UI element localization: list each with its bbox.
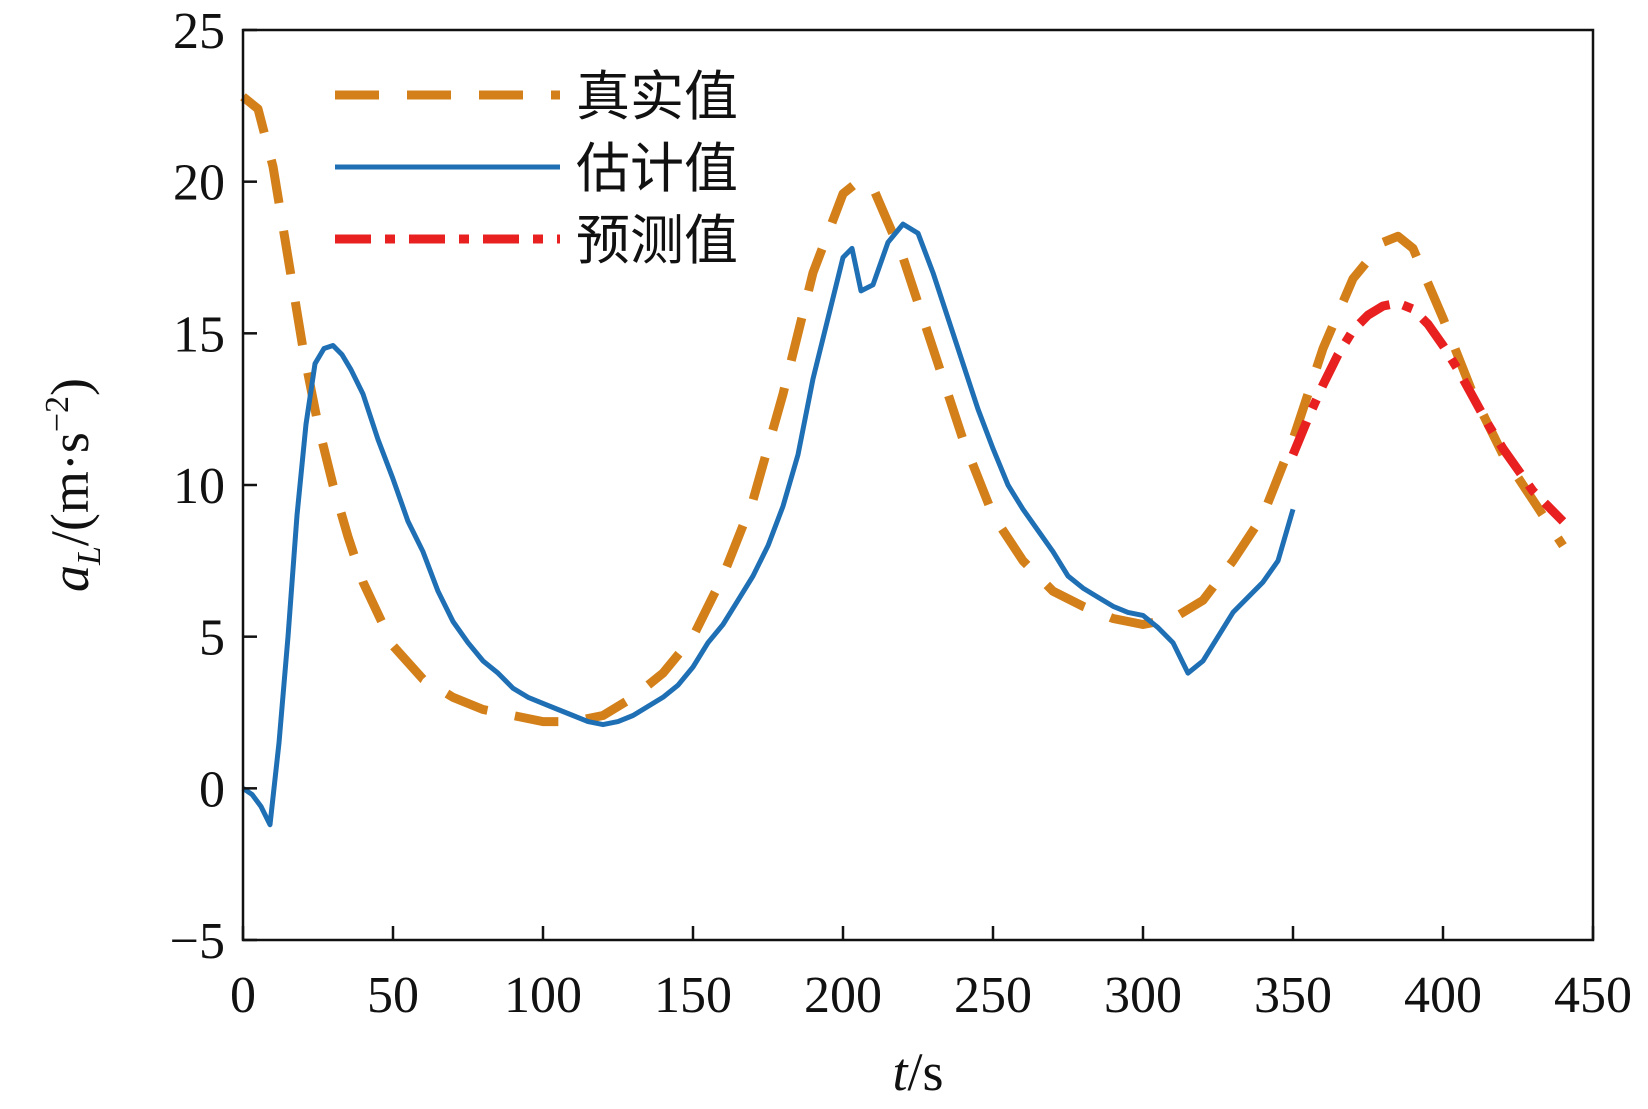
x-tick-label: 200 bbox=[804, 967, 882, 1024]
x-tick-label: 450 bbox=[1554, 967, 1632, 1024]
series-layer bbox=[240, 93, 1567, 828]
x-axis-var: t bbox=[892, 1042, 909, 1102]
series-line-2 bbox=[1288, 298, 1567, 525]
x-tick-label: 0 bbox=[230, 967, 256, 1024]
y-tick-label: 10 bbox=[173, 458, 225, 515]
series-line-0 bbox=[240, 93, 1567, 727]
y-axis-unit-suffix: ) bbox=[40, 378, 100, 396]
legend-label-2: 预测值 bbox=[576, 209, 738, 272]
x-tick-label: 400 bbox=[1404, 967, 1482, 1024]
y-tick-label: 25 bbox=[173, 3, 225, 60]
x-tick-label: 250 bbox=[954, 967, 1032, 1024]
x-tick-label: 300 bbox=[1104, 967, 1182, 1024]
x-axis-unit: /s bbox=[907, 1042, 943, 1102]
y-tick-label: 15 bbox=[173, 306, 225, 363]
legend-label-0: 真实值 bbox=[576, 65, 738, 128]
x-tick-label: 50 bbox=[367, 967, 419, 1024]
x-axis-label: t/s bbox=[892, 1042, 943, 1102]
x-tick-label: 100 bbox=[504, 967, 582, 1024]
y-tick-label: 5 bbox=[199, 610, 225, 667]
y-axis-unit-prefix: /(m·s bbox=[40, 432, 100, 546]
y-axis-var: a bbox=[40, 565, 100, 592]
y-tick-label: −5 bbox=[170, 913, 225, 970]
y-axis-sub: L bbox=[71, 546, 108, 566]
legend-label-1: 估计值 bbox=[576, 137, 738, 200]
x-tick-label: 350 bbox=[1254, 967, 1332, 1024]
y-tick-label: 20 bbox=[173, 155, 225, 212]
x-tick-label: 150 bbox=[654, 967, 732, 1024]
y-axis-unit-sup: −2 bbox=[39, 396, 76, 432]
y-tick-label: 0 bbox=[199, 761, 225, 818]
series-line-1 bbox=[241, 221, 1296, 828]
y-axis-label: aL/(m·s−2) bbox=[39, 378, 108, 592]
